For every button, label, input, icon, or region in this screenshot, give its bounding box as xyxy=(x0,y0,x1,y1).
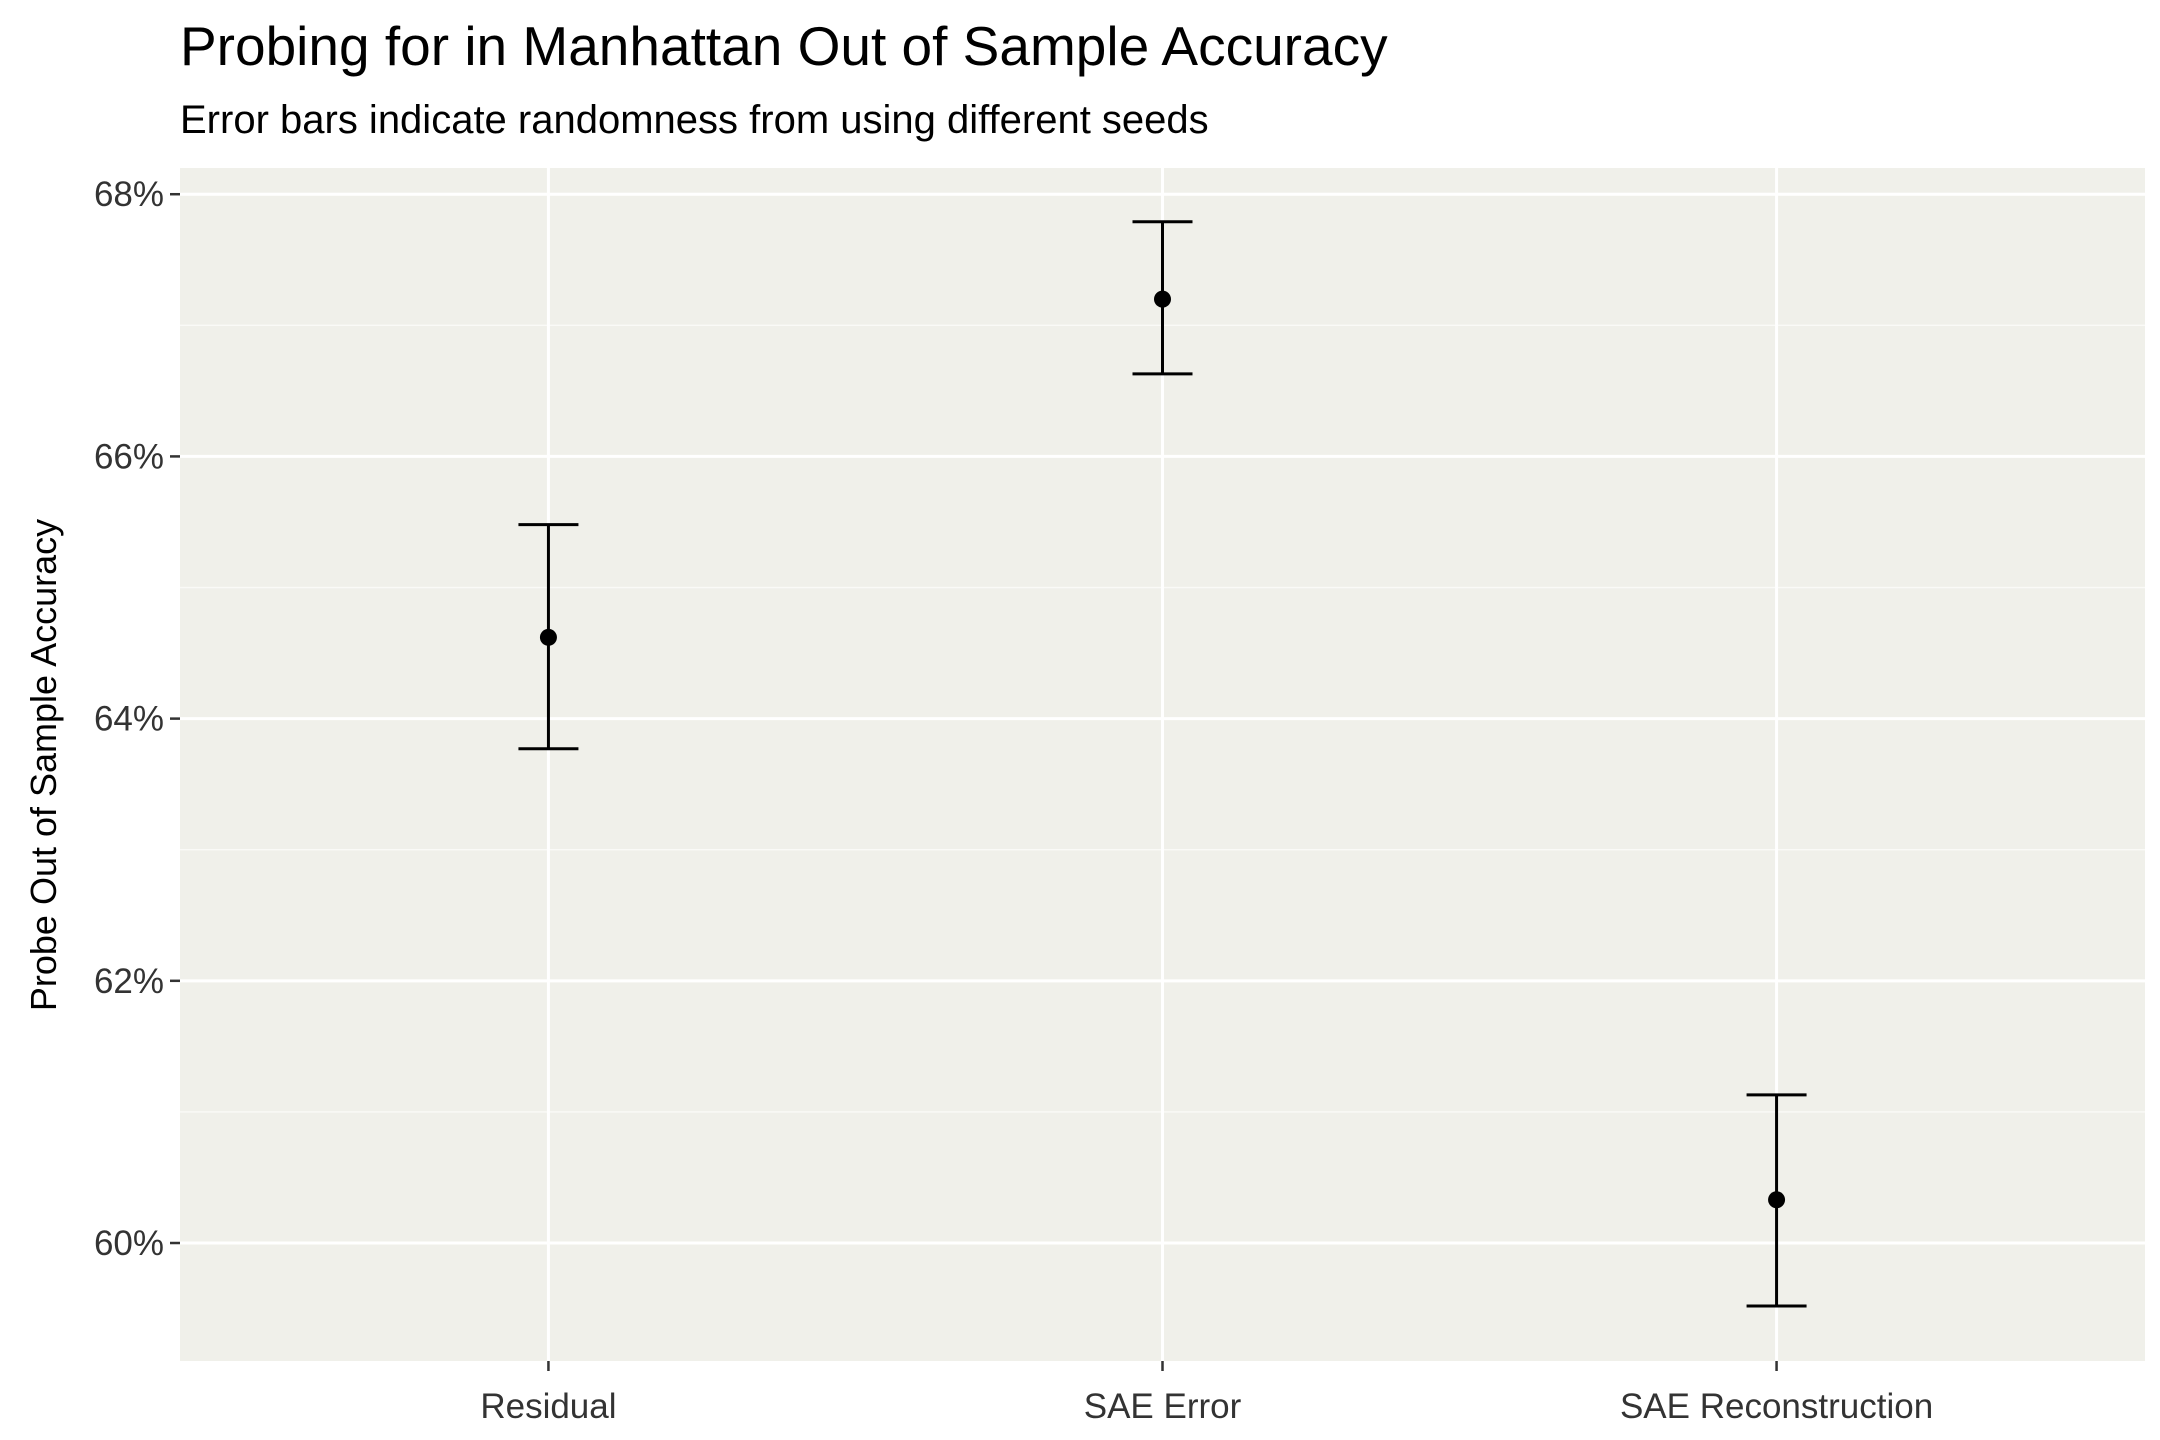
y-tick-label: 68% xyxy=(94,175,164,214)
y-tick-label: 62% xyxy=(94,962,164,1001)
axis-ticks xyxy=(170,192,1778,1371)
data-point xyxy=(539,628,557,646)
data-point xyxy=(1154,290,1171,308)
data-points xyxy=(539,290,1786,1209)
y-tick-label: 60% xyxy=(94,1224,164,1263)
chart-subtitle: Error bars indicate randomness from usin… xyxy=(180,98,1209,142)
x-tick-label: SAE Error xyxy=(1084,1387,1242,1426)
chart-title: Probing for in Manhattan Out of Sample A… xyxy=(180,15,1388,77)
data-point xyxy=(1768,1191,1786,1209)
x-tick-label: SAE Reconstruction xyxy=(1620,1387,1933,1426)
y-tick-labels: 60% 62% 64% 66% 68% xyxy=(94,175,164,1263)
x-tick-label: Residual xyxy=(480,1387,616,1426)
grid-major-lines xyxy=(180,168,2145,1361)
y-tick-label: 64% xyxy=(94,700,164,739)
y-tick-label: 66% xyxy=(94,437,164,476)
x-tick-labels: Residual SAE Error SAE Reconstruction xyxy=(480,1387,1933,1426)
y-axis-title: Probe Out of Sample Accuracy xyxy=(23,519,64,1011)
